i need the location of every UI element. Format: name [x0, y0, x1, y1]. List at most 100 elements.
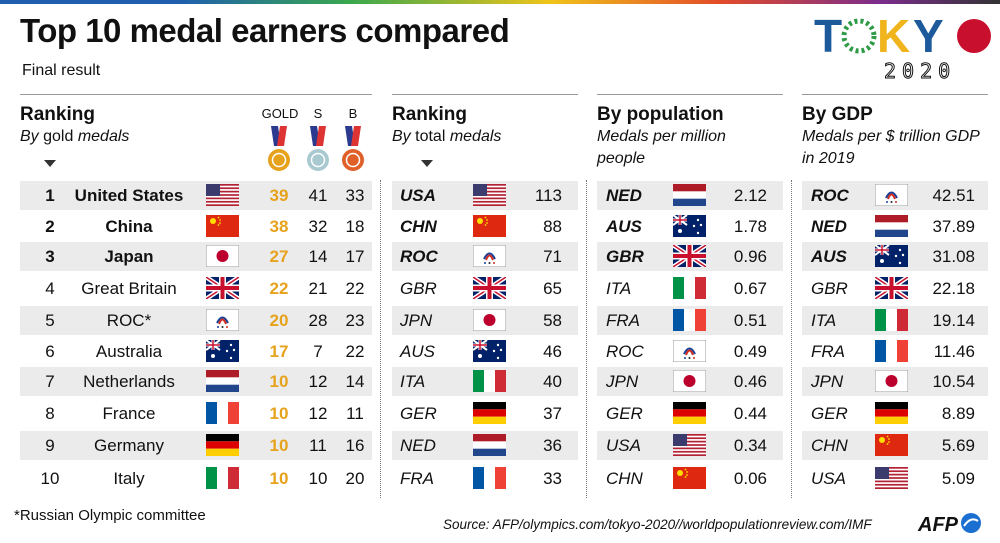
- rank-cell: 8: [45, 404, 55, 423]
- header-rule-population: [597, 94, 783, 95]
- flag-fra-icon: [473, 467, 506, 489]
- flag-usa-icon: [875, 467, 908, 489]
- bronze-count: 22: [345, 342, 365, 361]
- country-code: JPN: [606, 372, 639, 391]
- rank-cell: 10: [40, 469, 60, 488]
- flag-ita-icon: [206, 467, 239, 489]
- flag-aus-icon: [875, 245, 908, 267]
- gdp-section-heading: By GDP: [802, 104, 873, 125]
- table-row-bg: [20, 242, 372, 271]
- country-name: Japan: [104, 247, 154, 266]
- sort-indicator-gold: [44, 160, 56, 167]
- page-subtitle: Final result: [22, 62, 101, 79]
- metric-value: 11.46: [933, 342, 975, 361]
- flag-roc-icon: [673, 340, 706, 362]
- population-section-subheading-line1: Medals per million: [597, 128, 726, 145]
- gold-count: 20: [269, 311, 289, 330]
- gdp-section-subheading-line1: Medals per $ trillion GDP: [802, 128, 980, 145]
- country-code: NED: [400, 436, 436, 455]
- bronze-medal-icon: [342, 126, 364, 171]
- flag-usa-icon: [206, 184, 239, 206]
- flag-roc-icon: [875, 184, 908, 206]
- sort-indicator-total: [421, 160, 433, 167]
- silver-count: 12: [308, 404, 328, 423]
- flag-fra-icon: [875, 340, 908, 362]
- source-note: Source: AFP/olympics.com/tokyo-2020//wor…: [443, 517, 872, 532]
- country-name: Australia: [95, 342, 163, 361]
- metric-value: 46: [543, 342, 562, 361]
- flag-chn-icon: [473, 215, 506, 237]
- flag-usa-icon: [473, 184, 506, 206]
- country-code: NED: [606, 186, 642, 205]
- silver-count: 41: [308, 186, 328, 205]
- country-name: ROC*: [106, 311, 152, 330]
- rank-cell: 1: [45, 186, 55, 205]
- flag-fra-icon: [206, 402, 239, 424]
- bronze-count: 11: [346, 404, 364, 423]
- flag-jpn-icon: [206, 245, 239, 267]
- bronze-column-header: B: [348, 106, 358, 121]
- metric-value: 31.08: [932, 247, 975, 266]
- country-code: AUS: [811, 247, 847, 266]
- metric-value: 1.78: [733, 217, 767, 236]
- country-name: China: [105, 217, 153, 236]
- divider-1: [380, 180, 381, 498]
- country-code: GBR: [606, 247, 644, 266]
- flag-ita-icon: [473, 370, 506, 392]
- country-code: ROC: [606, 342, 644, 361]
- flag-ita-icon: [673, 277, 706, 299]
- flag-roc-icon: [206, 309, 239, 331]
- metric-value: 65: [543, 279, 562, 298]
- metric-value: 58: [543, 311, 562, 330]
- country-code: FRA: [811, 342, 845, 361]
- divider-3: [791, 180, 792, 498]
- rank-cell: 7: [45, 372, 55, 391]
- country-code: NED: [811, 217, 847, 236]
- gold-column-header: GOLD: [261, 106, 299, 121]
- table-row-bg: [20, 181, 372, 210]
- flag-gbr-icon: [473, 277, 506, 299]
- bronze-count: 20: [345, 469, 365, 488]
- flag-chn-icon: [875, 434, 908, 456]
- country-code: CHN: [606, 469, 643, 488]
- country-code: ROC: [811, 186, 849, 205]
- metric-value: 5.09: [941, 469, 975, 488]
- bronze-count: 17: [345, 247, 365, 266]
- gold-count: 22: [269, 279, 289, 298]
- gold-section-subheading: By gold medals: [20, 128, 130, 145]
- rank-cell: 2: [45, 217, 55, 236]
- flag-gbr-icon: [875, 277, 908, 299]
- country-code: USA: [400, 186, 436, 205]
- table-row-bg: [20, 367, 372, 396]
- metric-value: 0.51: [733, 311, 767, 330]
- rank-cell: 3: [45, 247, 55, 266]
- gold-count: 10: [269, 436, 289, 455]
- page-title: Top 10 medal earners compared: [20, 12, 510, 49]
- country-name: Italy: [113, 469, 145, 488]
- gold-count: 27: [269, 247, 289, 266]
- metric-value: 8.89: [941, 404, 975, 423]
- gold-count: 17: [269, 342, 289, 361]
- gold-section-heading: Ranking: [20, 104, 95, 125]
- flag-jpn-icon: [875, 370, 908, 392]
- country-code: GER: [400, 404, 437, 423]
- country-code: ITA: [811, 311, 837, 330]
- metric-value: 0.96: [733, 247, 767, 266]
- flag-roc-icon: [473, 245, 506, 267]
- metric-value: 71: [543, 247, 562, 266]
- gold-count: 10: [269, 469, 289, 488]
- logo-letter-y: Y: [913, 10, 944, 62]
- metric-value: 0.34: [733, 436, 767, 455]
- rank-cell: 9: [45, 436, 55, 455]
- header-rule-total: [392, 94, 578, 95]
- metric-value: 10.54: [932, 372, 975, 391]
- flag-ned-icon: [206, 370, 239, 392]
- country-code: USA: [811, 469, 846, 488]
- silver-column-header: S: [313, 106, 323, 121]
- metric-value: 0.46: [733, 372, 767, 391]
- flag-ger-icon: [673, 402, 706, 424]
- flag-gbr-icon: [673, 245, 706, 267]
- metric-value: 42.51: [932, 186, 975, 205]
- population-section-subheading-line2: people: [597, 150, 646, 167]
- country-name: France: [102, 404, 156, 423]
